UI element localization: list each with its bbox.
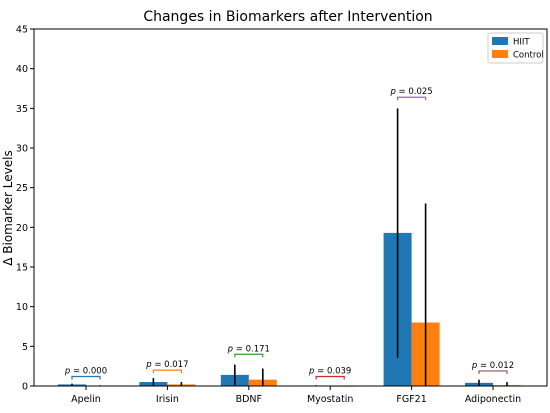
- p-value-label: p = 0.025: [389, 87, 432, 97]
- significance-bracket: [71, 375, 101, 380]
- axes-frame: [33, 28, 548, 387]
- p-value-label: p = 0.171: [227, 344, 270, 354]
- y-tick-label: 20: [16, 223, 28, 234]
- significance-bracket: [397, 96, 427, 101]
- significance-bracket: [234, 353, 264, 358]
- x-tick-label: Apelin: [71, 394, 101, 405]
- p-value-label: p = 0.017: [145, 360, 188, 370]
- y-tick-label: 40: [16, 64, 28, 75]
- y-tick-label: 30: [16, 144, 28, 155]
- chart-title: Changes in Biomarkers after Intervention: [143, 9, 432, 25]
- x-tick-label: FGF21: [396, 394, 426, 405]
- x-tick-label: BDNF: [236, 394, 262, 405]
- significance-bracket: [478, 370, 508, 374]
- y-tick-label: 10: [16, 302, 28, 313]
- legend: HIIT Control: [487, 32, 544, 64]
- y-tick-label: 45: [16, 25, 28, 36]
- legend-swatch-control: [492, 50, 508, 58]
- x-tick-label: Irisin: [156, 394, 179, 405]
- legend-label-control: Control: [513, 51, 544, 61]
- y-tick-label: 0: [22, 382, 28, 393]
- p-value-label: p = 0.012: [471, 361, 514, 371]
- y-tick-label: 25: [16, 183, 28, 194]
- plot-area: 0 5 10 15 20 25 30 35 40 45 Apelin Irisin BDNF Myosta…: [16, 25, 521, 406]
- y-tick-label: 5: [22, 342, 28, 353]
- significance-bracket: [315, 375, 345, 380]
- legend-swatch-hiit: [492, 37, 508, 45]
- y-tick-label: 35: [16, 104, 28, 115]
- p-value-label: p = 0.000: [64, 366, 107, 376]
- p-value-label: p = 0.039: [308, 366, 351, 376]
- legend-label-hiit: HIIT: [513, 38, 530, 48]
- y-axis-label: Δ Biomarker Levels: [1, 150, 15, 266]
- x-tick-label: Adiponectin: [465, 394, 521, 405]
- significance-bracket: [152, 369, 182, 374]
- x-tick-label: Myostatin: [307, 394, 354, 405]
- y-tick-label: 15: [16, 263, 28, 274]
